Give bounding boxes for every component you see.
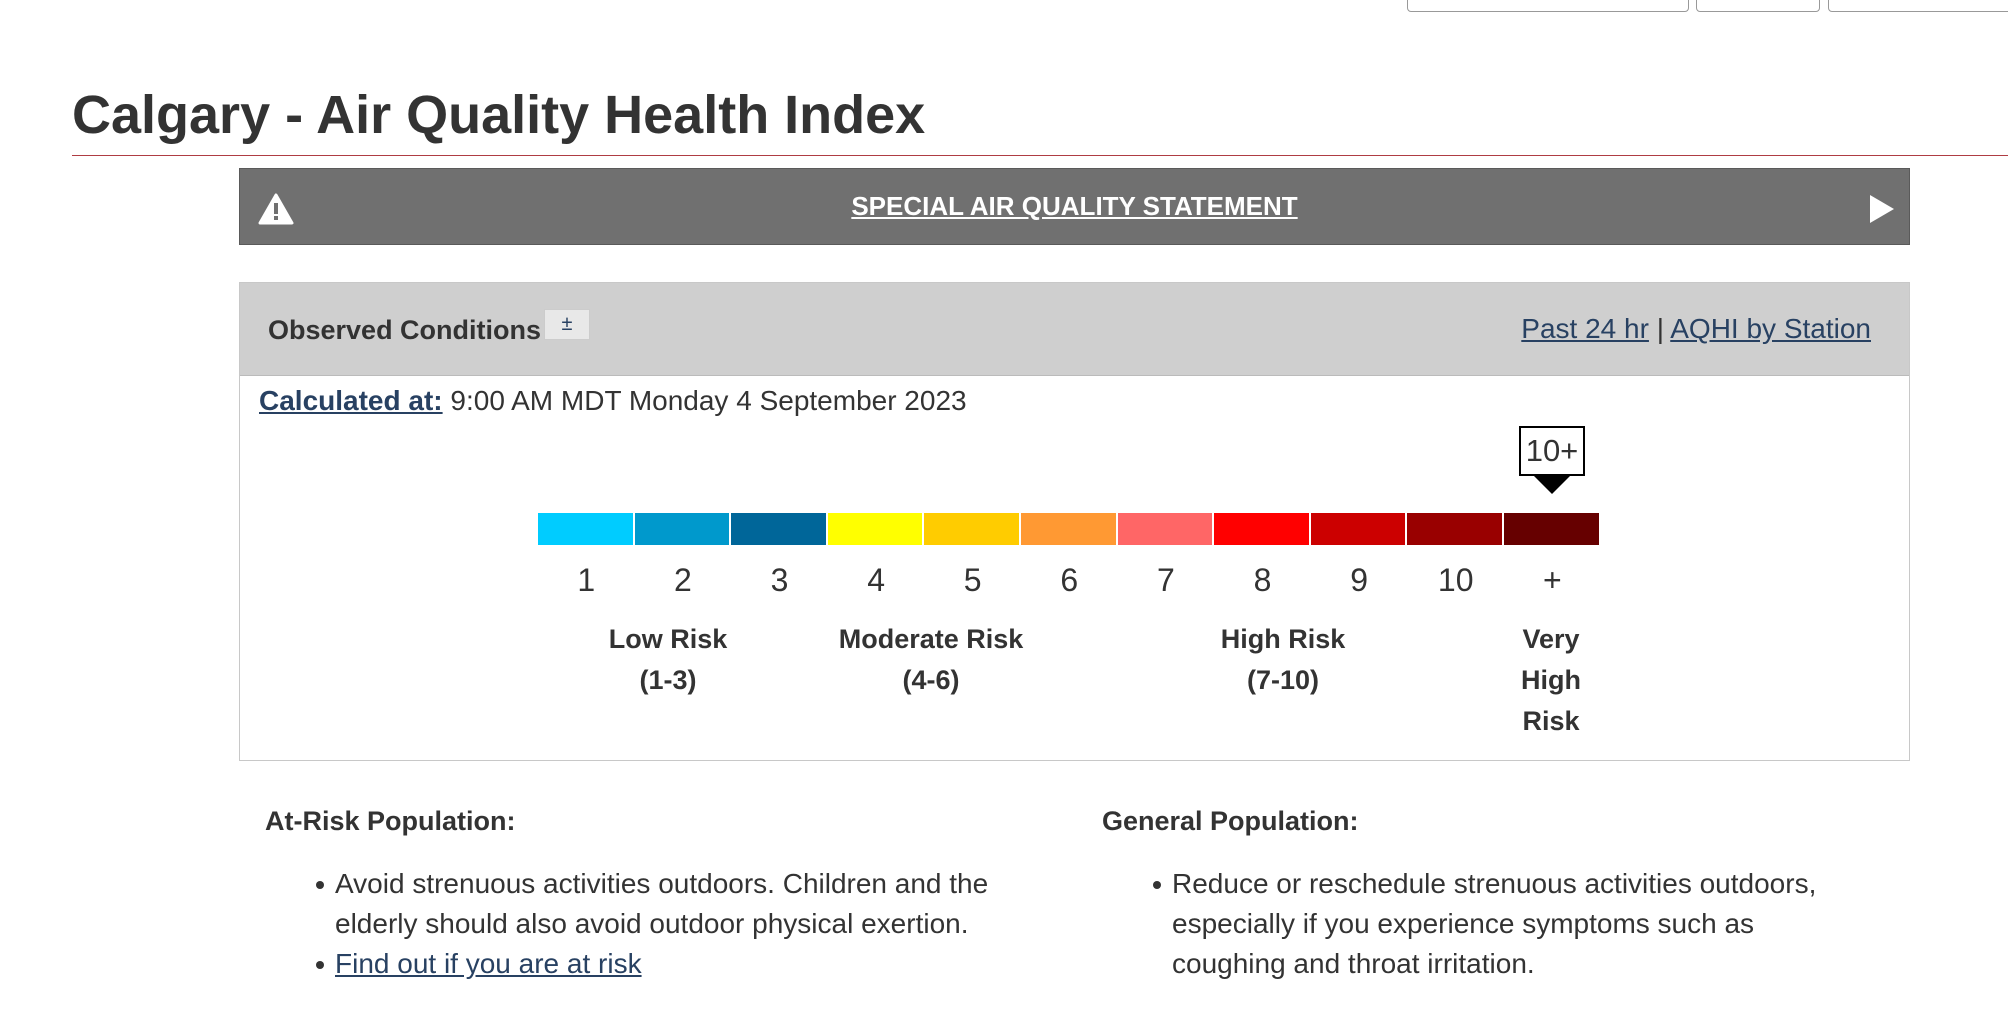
scale-segment [1407, 513, 1502, 545]
risk-group: Moderate Risk (4-6) [811, 619, 1051, 701]
scale-number: 8 [1253, 562, 1272, 598]
scale-segment [1504, 513, 1599, 545]
risk-group: High Risk (7-10) [1163, 619, 1403, 701]
risk-group: Low Risk (1-3) [548, 619, 788, 701]
scale-segment [1310, 513, 1406, 545]
column-heading: At-Risk Population: [265, 806, 516, 836]
link[interactable]: AQHI by Station [1670, 313, 1871, 344]
scale-number: 10 [1437, 562, 1474, 598]
calculated-time: 9:00 AM MDT Monday 4 September 2023 [450, 385, 967, 416]
top-button[interactable] [1828, 0, 2008, 12]
current-value: 10+ [1519, 426, 1585, 476]
risk-group: Very High Risk [1501, 619, 1601, 742]
panel-header: Observed Conditions ± Past 24 hr | AQHI … [240, 283, 1909, 376]
advice-item: Avoid strenuous activities outdoors. Chi… [316, 864, 1025, 944]
advice-item: Reduce or reschedule strenuous activitie… [1153, 864, 1852, 984]
toggle-button[interactable]: ± [544, 309, 590, 340]
expand-icon [1870, 195, 1894, 223]
risk-label: Moderate Risk [838, 624, 1024, 654]
scale-number: 2 [673, 562, 692, 598]
alert-text[interactable]: SPECIAL AIR QUALITY STATEMENT [851, 191, 1298, 221]
scale-segment [1021, 513, 1116, 545]
advice-list: Reduce or reschedule strenuous activitie… [1153, 864, 1852, 984]
scale-number: 1 [577, 562, 596, 598]
page-title: Calgary - Air Quality Health Index [72, 85, 926, 145]
advice-item: Find out if you are at risk [316, 944, 1025, 984]
scale-number: 3 [770, 562, 789, 598]
advice-link[interactable]: Find out if you are at risk [335, 948, 642, 979]
scale-number: 6 [1060, 562, 1079, 598]
column-heading: General Population: [1102, 806, 1359, 836]
marker-pointer [1533, 475, 1571, 494]
scale-segment [731, 513, 826, 545]
risk-label: Very High Risk [1521, 624, 1581, 736]
scale-number: 5 [963, 562, 982, 598]
advice-list: Avoid strenuous activities outdoors. Chi… [316, 864, 1025, 984]
top-button[interactable] [1696, 0, 1820, 12]
scale-segment [1214, 513, 1309, 545]
risk-label: High Risk [1220, 624, 1346, 654]
panel-links: Past 24 hr | AQHI by Station [1521, 313, 1871, 345]
top-button[interactable] [1407, 0, 1689, 12]
separator: | [1656, 313, 1664, 344]
alert-bar[interactable]: SPECIAL AIR QUALITY STATEMENT [239, 168, 1910, 245]
scale-number: 9 [1350, 562, 1368, 598]
calculated-label[interactable]: Calculated at: [259, 385, 443, 416]
risk-range: (7-10) [1246, 665, 1320, 695]
scale-number: 7 [1156, 562, 1175, 598]
warning-icon [258, 193, 294, 225]
panel-heading: Observed Conditions [268, 315, 542, 345]
scale-segment [924, 513, 1019, 545]
scale-number: + [1542, 562, 1562, 598]
risk-range: (1-3) [639, 665, 697, 695]
scale-number: 4 [867, 562, 885, 598]
scale-segment [634, 513, 730, 545]
risk-label: Low Risk [608, 624, 728, 654]
scale-segment [538, 513, 633, 545]
link[interactable]: Past 24 hr [1521, 313, 1649, 344]
observed-panel: Observed Conditions ± Past 24 hr | AQHI … [239, 282, 1910, 761]
title-rule [72, 155, 2008, 156]
calculated: Calculated at: 9:00 AM MDT Monday 4 Sept… [259, 385, 967, 417]
scale-segment [827, 513, 923, 545]
scale-segment [1117, 513, 1213, 545]
risk-range: (4-6) [902, 665, 960, 695]
